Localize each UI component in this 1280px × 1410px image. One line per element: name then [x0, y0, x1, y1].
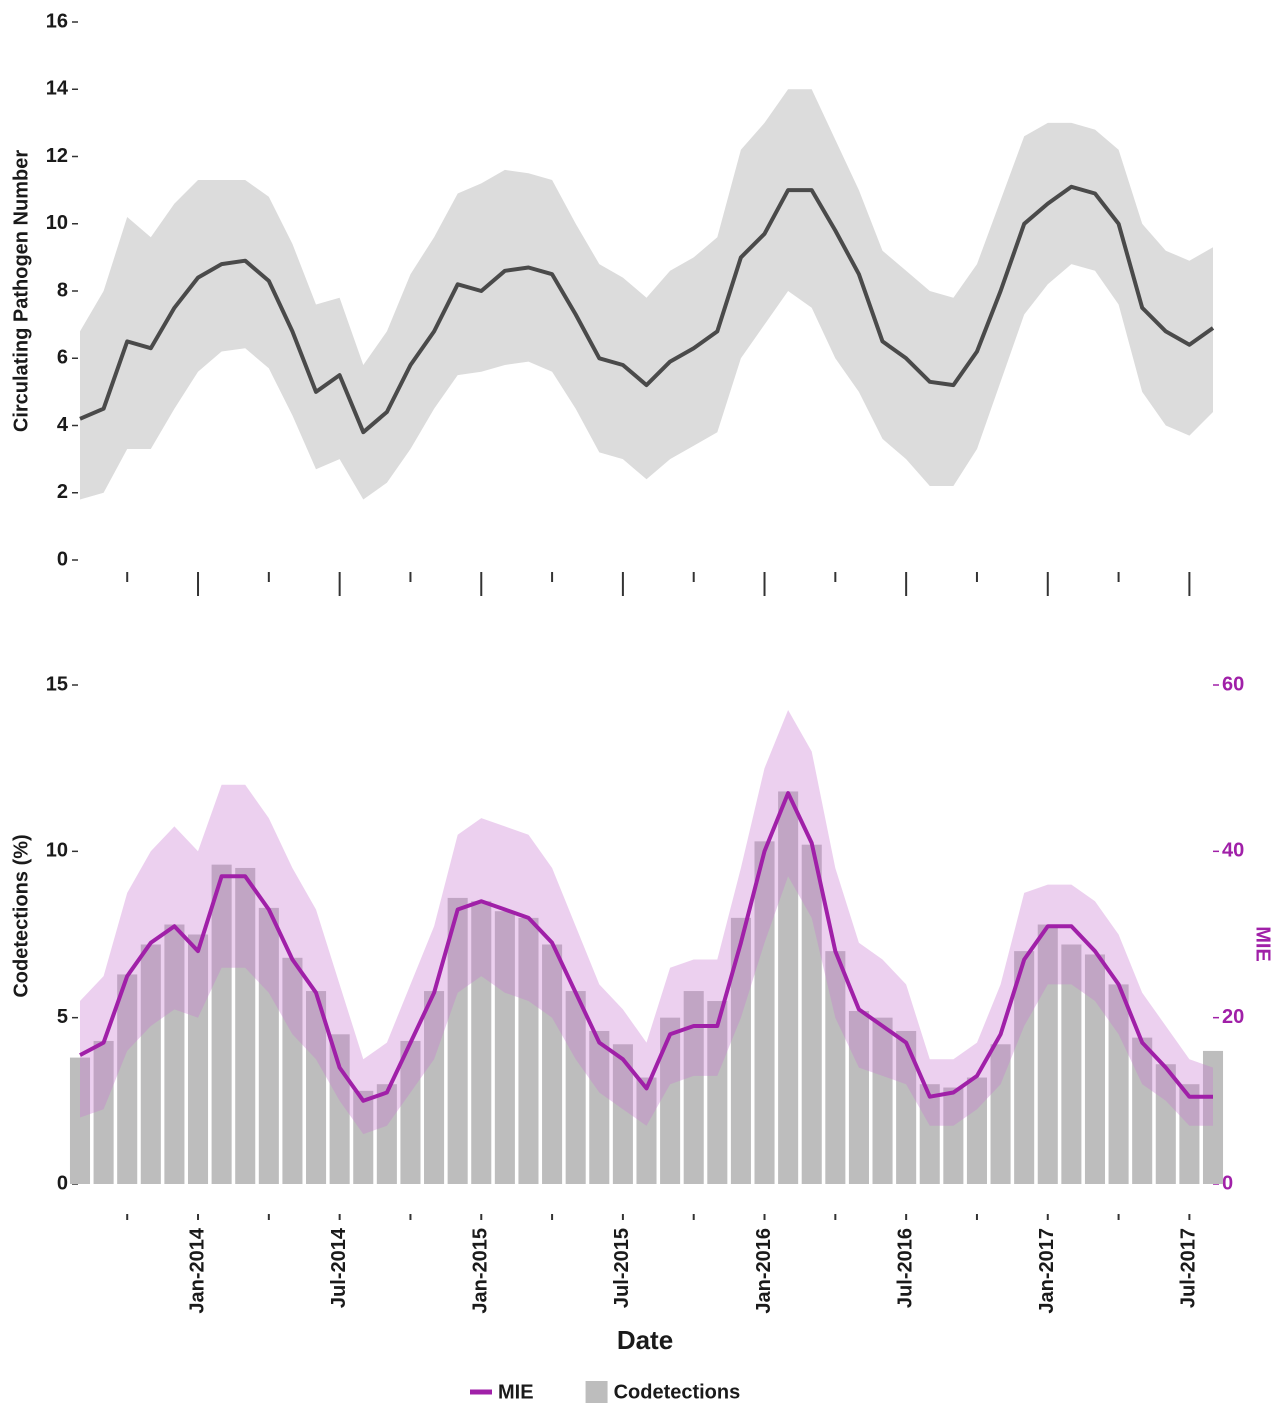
line	[79, 184, 1215, 435]
y-tick-label: 4	[57, 414, 69, 436]
bar	[424, 991, 445, 1184]
bar	[376, 1084, 397, 1184]
bar	[730, 917, 751, 1184]
bar	[542, 944, 563, 1184]
bar	[943, 1087, 964, 1184]
x-tick-label: Jul-2015	[611, 1228, 633, 1308]
y-tick-label: 14	[46, 78, 69, 100]
bar	[966, 1077, 987, 1184]
y-tick-label: 0	[57, 1172, 68, 1194]
line	[79, 791, 1213, 1103]
y-tick-label: 5	[57, 1006, 68, 1028]
legend-swatch	[585, 1381, 608, 1403]
y-tick-label: 16	[46, 10, 68, 32]
x-tick-label: Jul-2016	[894, 1228, 916, 1308]
bar	[1037, 924, 1058, 1184]
bar	[1132, 1037, 1153, 1184]
x-tick-label: Jul-2017	[1178, 1228, 1200, 1308]
y2-tick-label: 40	[1222, 840, 1244, 862]
bar	[636, 1077, 657, 1184]
bar	[754, 841, 775, 1184]
bar	[990, 1044, 1011, 1184]
bar	[896, 1030, 917, 1184]
confidence-band	[80, 89, 1213, 500]
bar	[117, 974, 138, 1184]
y-tick-label: 10	[46, 840, 68, 862]
bar	[140, 944, 161, 1184]
bar	[235, 867, 256, 1184]
y2-tick-label: 60	[1222, 673, 1244, 695]
y2-tick-label: 0	[1222, 1172, 1233, 1194]
bar	[1155, 1064, 1176, 1184]
bar	[825, 951, 846, 1184]
bar	[93, 1040, 114, 1184]
y-tick-label: 6	[57, 347, 68, 369]
bar	[1061, 944, 1082, 1184]
y-axis-label: Codetections (%)	[10, 834, 32, 997]
bar	[164, 924, 185, 1184]
legend-label: Codetections	[614, 1381, 741, 1403]
y-axis-label: Circulating Pathogen Number	[10, 150, 32, 432]
x-tick-label: Jul-2014	[328, 1227, 350, 1308]
bar	[471, 901, 492, 1184]
x-tick-label: Jan-2017	[1036, 1228, 1058, 1314]
y-tick-label: 10	[46, 212, 68, 234]
confidence-band	[80, 710, 1213, 1135]
y-tick-label: 15	[46, 673, 68, 695]
y-tick-label: 0	[57, 548, 68, 570]
bar	[1202, 1050, 1224, 1184]
bar	[1084, 954, 1106, 1184]
bar	[848, 1011, 869, 1184]
bar	[565, 991, 586, 1184]
y2-axis-label: MIE	[1252, 926, 1274, 962]
bar	[1014, 951, 1035, 1184]
bar	[282, 957, 303, 1184]
bar	[683, 991, 704, 1184]
bar	[660, 1017, 681, 1184]
bar	[589, 1030, 610, 1184]
bar	[707, 1001, 728, 1184]
bar	[872, 1017, 893, 1184]
y-tick-label: 2	[57, 481, 68, 503]
bar	[612, 1044, 633, 1184]
bar	[447, 897, 468, 1184]
y2-tick-label: 20	[1222, 1006, 1244, 1028]
bar	[306, 991, 327, 1184]
bar	[353, 1090, 374, 1184]
bar	[187, 934, 209, 1184]
bar	[919, 1084, 940, 1184]
legend-label: MIE	[498, 1381, 534, 1403]
bar	[1108, 984, 1129, 1184]
bar	[211, 864, 232, 1184]
bar	[258, 907, 279, 1184]
bar	[400, 1040, 421, 1184]
y-tick-label: 8	[57, 279, 68, 301]
bar	[778, 791, 799, 1184]
x-tick-label: Jan-2014	[186, 1227, 208, 1313]
x-tick-label: Jan-2015	[470, 1228, 492, 1314]
y-tick-label: 12	[46, 145, 68, 167]
bar	[801, 844, 822, 1184]
x-tick-label: Jan-2016	[753, 1228, 775, 1314]
x-axis-label: Date	[617, 1325, 673, 1355]
bar	[1179, 1084, 1200, 1184]
bar	[518, 917, 539, 1184]
bar	[494, 911, 515, 1184]
bar	[69, 1057, 91, 1184]
